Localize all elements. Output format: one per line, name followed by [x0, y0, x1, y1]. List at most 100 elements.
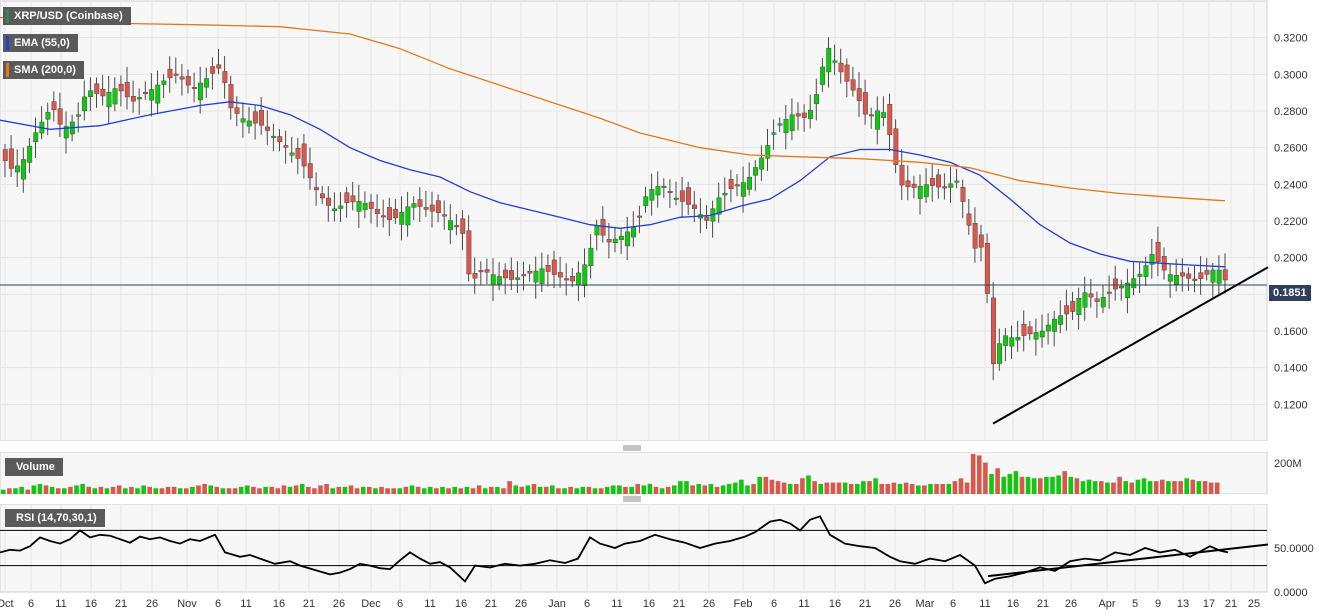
ema-legend[interactable]: EMA (55,0)	[3, 34, 78, 52]
candle-body	[185, 76, 191, 86]
volume-bar	[7, 488, 12, 494]
candle	[612, 226, 618, 253]
candle-body	[112, 88, 118, 105]
x-tick-label: 11	[611, 598, 622, 610]
candle	[307, 147, 313, 190]
volume-bar	[824, 482, 830, 494]
volume-legend[interactable]: Volume	[5, 458, 63, 476]
volume-bar	[1, 489, 6, 494]
candle	[966, 198, 972, 235]
candle	[1167, 263, 1173, 298]
candle	[832, 44, 838, 76]
candle	[100, 74, 106, 106]
candle	[204, 67, 210, 98]
candle-body	[417, 199, 423, 207]
x-tick-label: 25	[1248, 598, 1260, 610]
volume-bar	[714, 486, 720, 494]
candle-body	[582, 264, 588, 286]
volume-bar	[415, 486, 421, 494]
candle	[124, 66, 130, 110]
candle	[1125, 268, 1131, 314]
candle-body	[27, 145, 33, 163]
volume-bar	[659, 488, 665, 494]
candle-body	[1076, 297, 1082, 315]
candle	[1027, 321, 1033, 341]
candle-body	[984, 242, 990, 294]
volume-bar	[537, 486, 543, 494]
candle-body	[1045, 324, 1051, 332]
candle-body	[1100, 297, 1106, 308]
volume-bar	[251, 486, 256, 494]
volume-bar	[37, 484, 43, 494]
price-y-tick-label: 0.2200	[1274, 216, 1308, 228]
candle-body	[1009, 337, 1015, 347]
volume-bar	[68, 486, 73, 494]
candle	[783, 105, 789, 150]
volume-bar	[31, 485, 37, 494]
volume-bar	[745, 485, 750, 494]
candle-body	[381, 215, 386, 218]
candle-body	[740, 182, 746, 197]
candle	[246, 106, 252, 134]
candle-body	[856, 88, 862, 101]
candle	[94, 77, 100, 108]
candle-body	[94, 83, 100, 94]
candle	[954, 168, 960, 189]
candle-body	[1106, 291, 1112, 294]
candle	[277, 129, 283, 152]
candle	[1051, 310, 1057, 347]
candle	[1100, 284, 1106, 314]
symbol-legend[interactable]: XRP/USD (Coinbase)	[3, 7, 131, 25]
volume-bar	[1105, 482, 1110, 494]
candle	[240, 102, 246, 138]
candle-body	[862, 92, 868, 115]
x-tick-label: 13	[1177, 598, 1189, 610]
candle	[759, 145, 765, 181]
candle-body	[942, 186, 948, 189]
volume-bar	[476, 485, 482, 494]
candle	[637, 205, 643, 234]
volume-bar	[934, 484, 939, 494]
volume-bar	[531, 484, 537, 494]
volume-bar	[690, 485, 695, 494]
x-tick-label: 5	[1132, 598, 1138, 610]
volume-bar	[1068, 476, 1074, 494]
candle-body	[405, 206, 411, 226]
candle-body	[1051, 318, 1057, 332]
candle	[661, 178, 667, 199]
price-y-tick-label: 0.3000	[1274, 69, 1308, 81]
candle-body	[679, 190, 685, 202]
candle-body	[173, 73, 179, 76]
x-tick-label: 16	[85, 598, 97, 610]
candle	[326, 186, 331, 222]
volume-bar	[312, 488, 317, 494]
volume-bar	[617, 485, 622, 494]
x-tick-label: 26	[515, 598, 527, 610]
candle	[838, 48, 844, 84]
candle-body	[21, 159, 26, 180]
sma-legend[interactable]: SMA (200,0)	[3, 61, 84, 79]
candle	[320, 185, 325, 205]
candle	[423, 190, 429, 217]
x-tick-label: 16	[273, 598, 285, 610]
rsi-legend[interactable]: RSI (14,70,30,1)	[5, 509, 105, 527]
volume-bar	[159, 488, 165, 494]
candle-body	[222, 71, 228, 83]
candle	[820, 57, 826, 92]
x-tick-label: 11	[798, 598, 809, 610]
candle-body	[753, 167, 758, 176]
volume-bar	[1080, 481, 1086, 494]
volume-bar	[129, 486, 134, 494]
volume-bar	[556, 488, 561, 494]
candle	[393, 198, 399, 224]
volume-bar	[1196, 481, 1202, 494]
candle	[631, 211, 636, 247]
candle	[551, 250, 557, 288]
candle-body	[1088, 293, 1094, 298]
volume-bar	[916, 485, 921, 494]
volume-bar	[385, 488, 390, 494]
volume-bar	[940, 484, 945, 494]
candle	[771, 119, 777, 150]
candle-body	[991, 297, 996, 364]
